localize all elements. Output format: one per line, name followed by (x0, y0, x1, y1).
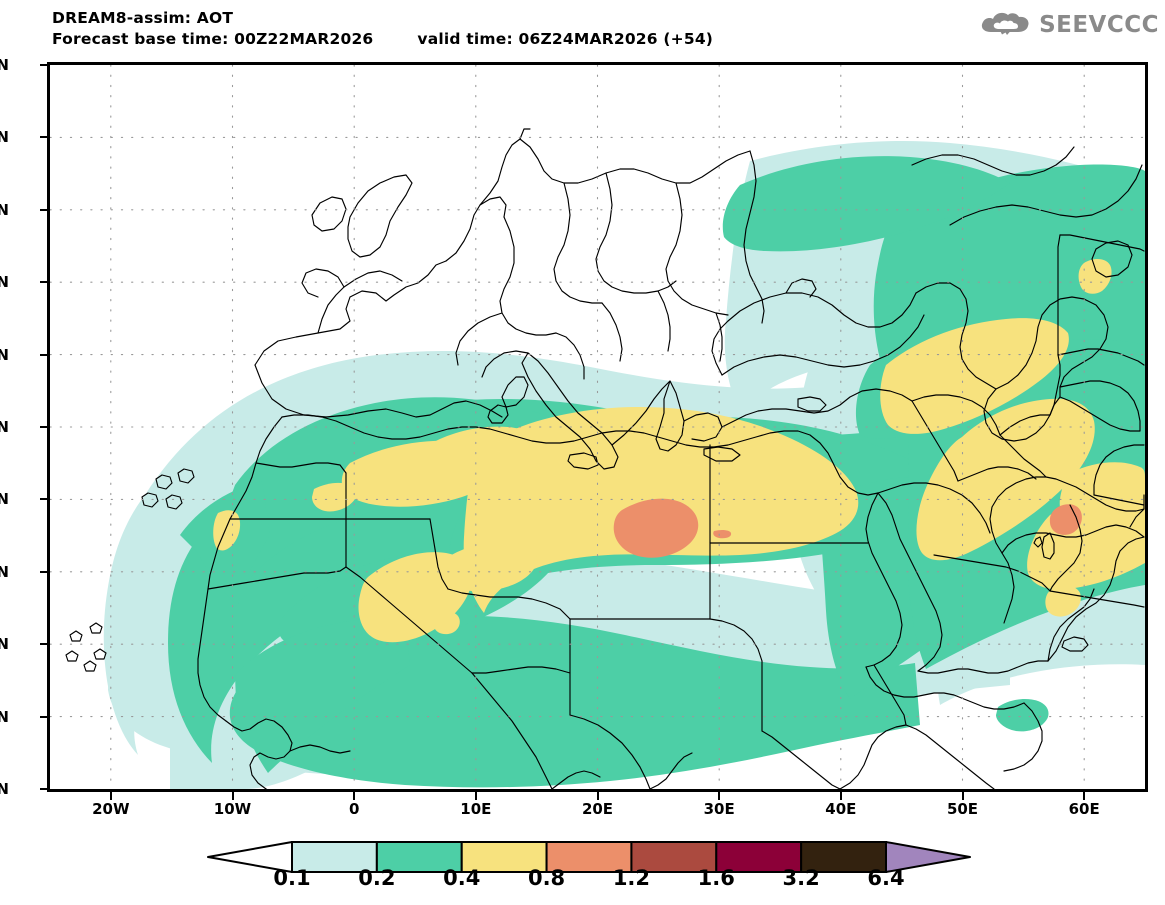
x-axis-label: 0 (348, 800, 360, 818)
colorbar (206, 840, 972, 874)
y-axis-tick (40, 715, 48, 718)
grid-dots (50, 65, 1145, 789)
x-axis-label: 10E (460, 800, 492, 818)
colorbar-band (291, 841, 378, 873)
colorbar-tick-label: 0.4 (443, 866, 481, 890)
logo-text: SEEVCCC (1039, 12, 1159, 38)
y-axis-label: 40N (0, 273, 9, 292)
y-axis-tick (40, 426, 48, 428)
y-axis-tick (40, 570, 48, 573)
x-axis-label: 20E (581, 800, 614, 818)
y-axis-tick (40, 281, 48, 284)
y-axis-tick (40, 64, 48, 66)
x-axis-tick (961, 792, 964, 800)
aot-map (50, 65, 1145, 789)
y-axis-tick (40, 353, 48, 356)
x-axis-tick (839, 792, 842, 800)
colorbar-tick-label: 6.4 (867, 866, 905, 890)
colorbar-tick-label: 0.1 (273, 866, 311, 890)
colorbar-band (630, 841, 718, 873)
valid-time-label: valid time: (417, 30, 513, 48)
y-axis-tick (40, 643, 48, 646)
colorbar-tick-label: 0.2 (358, 866, 396, 890)
x-axis-tick (109, 792, 112, 800)
y-axis-tick (40, 498, 48, 501)
y-axis-label: 15N (0, 635, 9, 654)
map-borders (65, 128, 1145, 789)
colorbar-over-arrow (885, 841, 971, 873)
base-time-value: 00Z22MAR2026 (234, 30, 374, 48)
y-axis-label: 10N (0, 707, 9, 726)
seevccc-logo: SEEVCCC (977, 10, 1159, 40)
x-axis-label: 10W (213, 800, 252, 818)
colorbar-tick-label: 1.6 (697, 866, 735, 890)
y-axis-label: 35N (0, 345, 9, 364)
y-axis-label: 45N (0, 200, 9, 219)
x-axis-label: 30E (703, 800, 735, 818)
model-title: DREAM8-assim: AOT (52, 9, 234, 27)
y-axis-label: 5N (0, 780, 9, 798)
y-axis-label: 25N (0, 490, 9, 509)
x-axis-tick (474, 792, 477, 800)
colorbar-tick-label: 0.8 (527, 866, 566, 890)
x-axis-label: 60E (1068, 800, 1100, 818)
colorbar-labels: 0.1 0.2 0.4 0.8 1.2 1.6 3.2 6.4 (206, 866, 972, 896)
x-axis-tick (596, 792, 599, 800)
valid-time-value: 06Z24MAR2026 (+54) (518, 30, 714, 48)
colorbar-band (715, 841, 803, 873)
map-plot-area (47, 62, 1148, 792)
y-axis-label: 55N (0, 56, 9, 74)
x-axis-label: 50E (946, 800, 979, 818)
y-axis-tick (40, 208, 48, 211)
base-time-label: Forecast base time: (52, 30, 229, 48)
x-axis-label: 40E (825, 800, 857, 818)
x-axis-tick (1083, 792, 1086, 800)
y-axis-label: 50N (0, 128, 9, 147)
header-text-block: DREAM8-assim: AOT Forecast base time: 00… (52, 8, 713, 50)
x-axis-tick (231, 792, 234, 800)
x-axis-label: 20W (92, 800, 130, 818)
colorbar-tick-label: 3.2 (782, 866, 820, 890)
y-axis-label: 20N (0, 562, 9, 581)
x-axis-tick (353, 792, 356, 800)
colorbar-tick-label: 1.2 (612, 866, 651, 890)
y-axis-tick (40, 136, 48, 139)
time-line: Forecast base time: 00Z22MAR2026 valid ti… (52, 29, 713, 50)
x-axis-tick (718, 792, 721, 800)
cloud-icon (981, 12, 1029, 35)
y-axis-tick (40, 788, 48, 790)
colorbar-band (460, 841, 548, 873)
y-axis-label: 30N (0, 418, 9, 436)
